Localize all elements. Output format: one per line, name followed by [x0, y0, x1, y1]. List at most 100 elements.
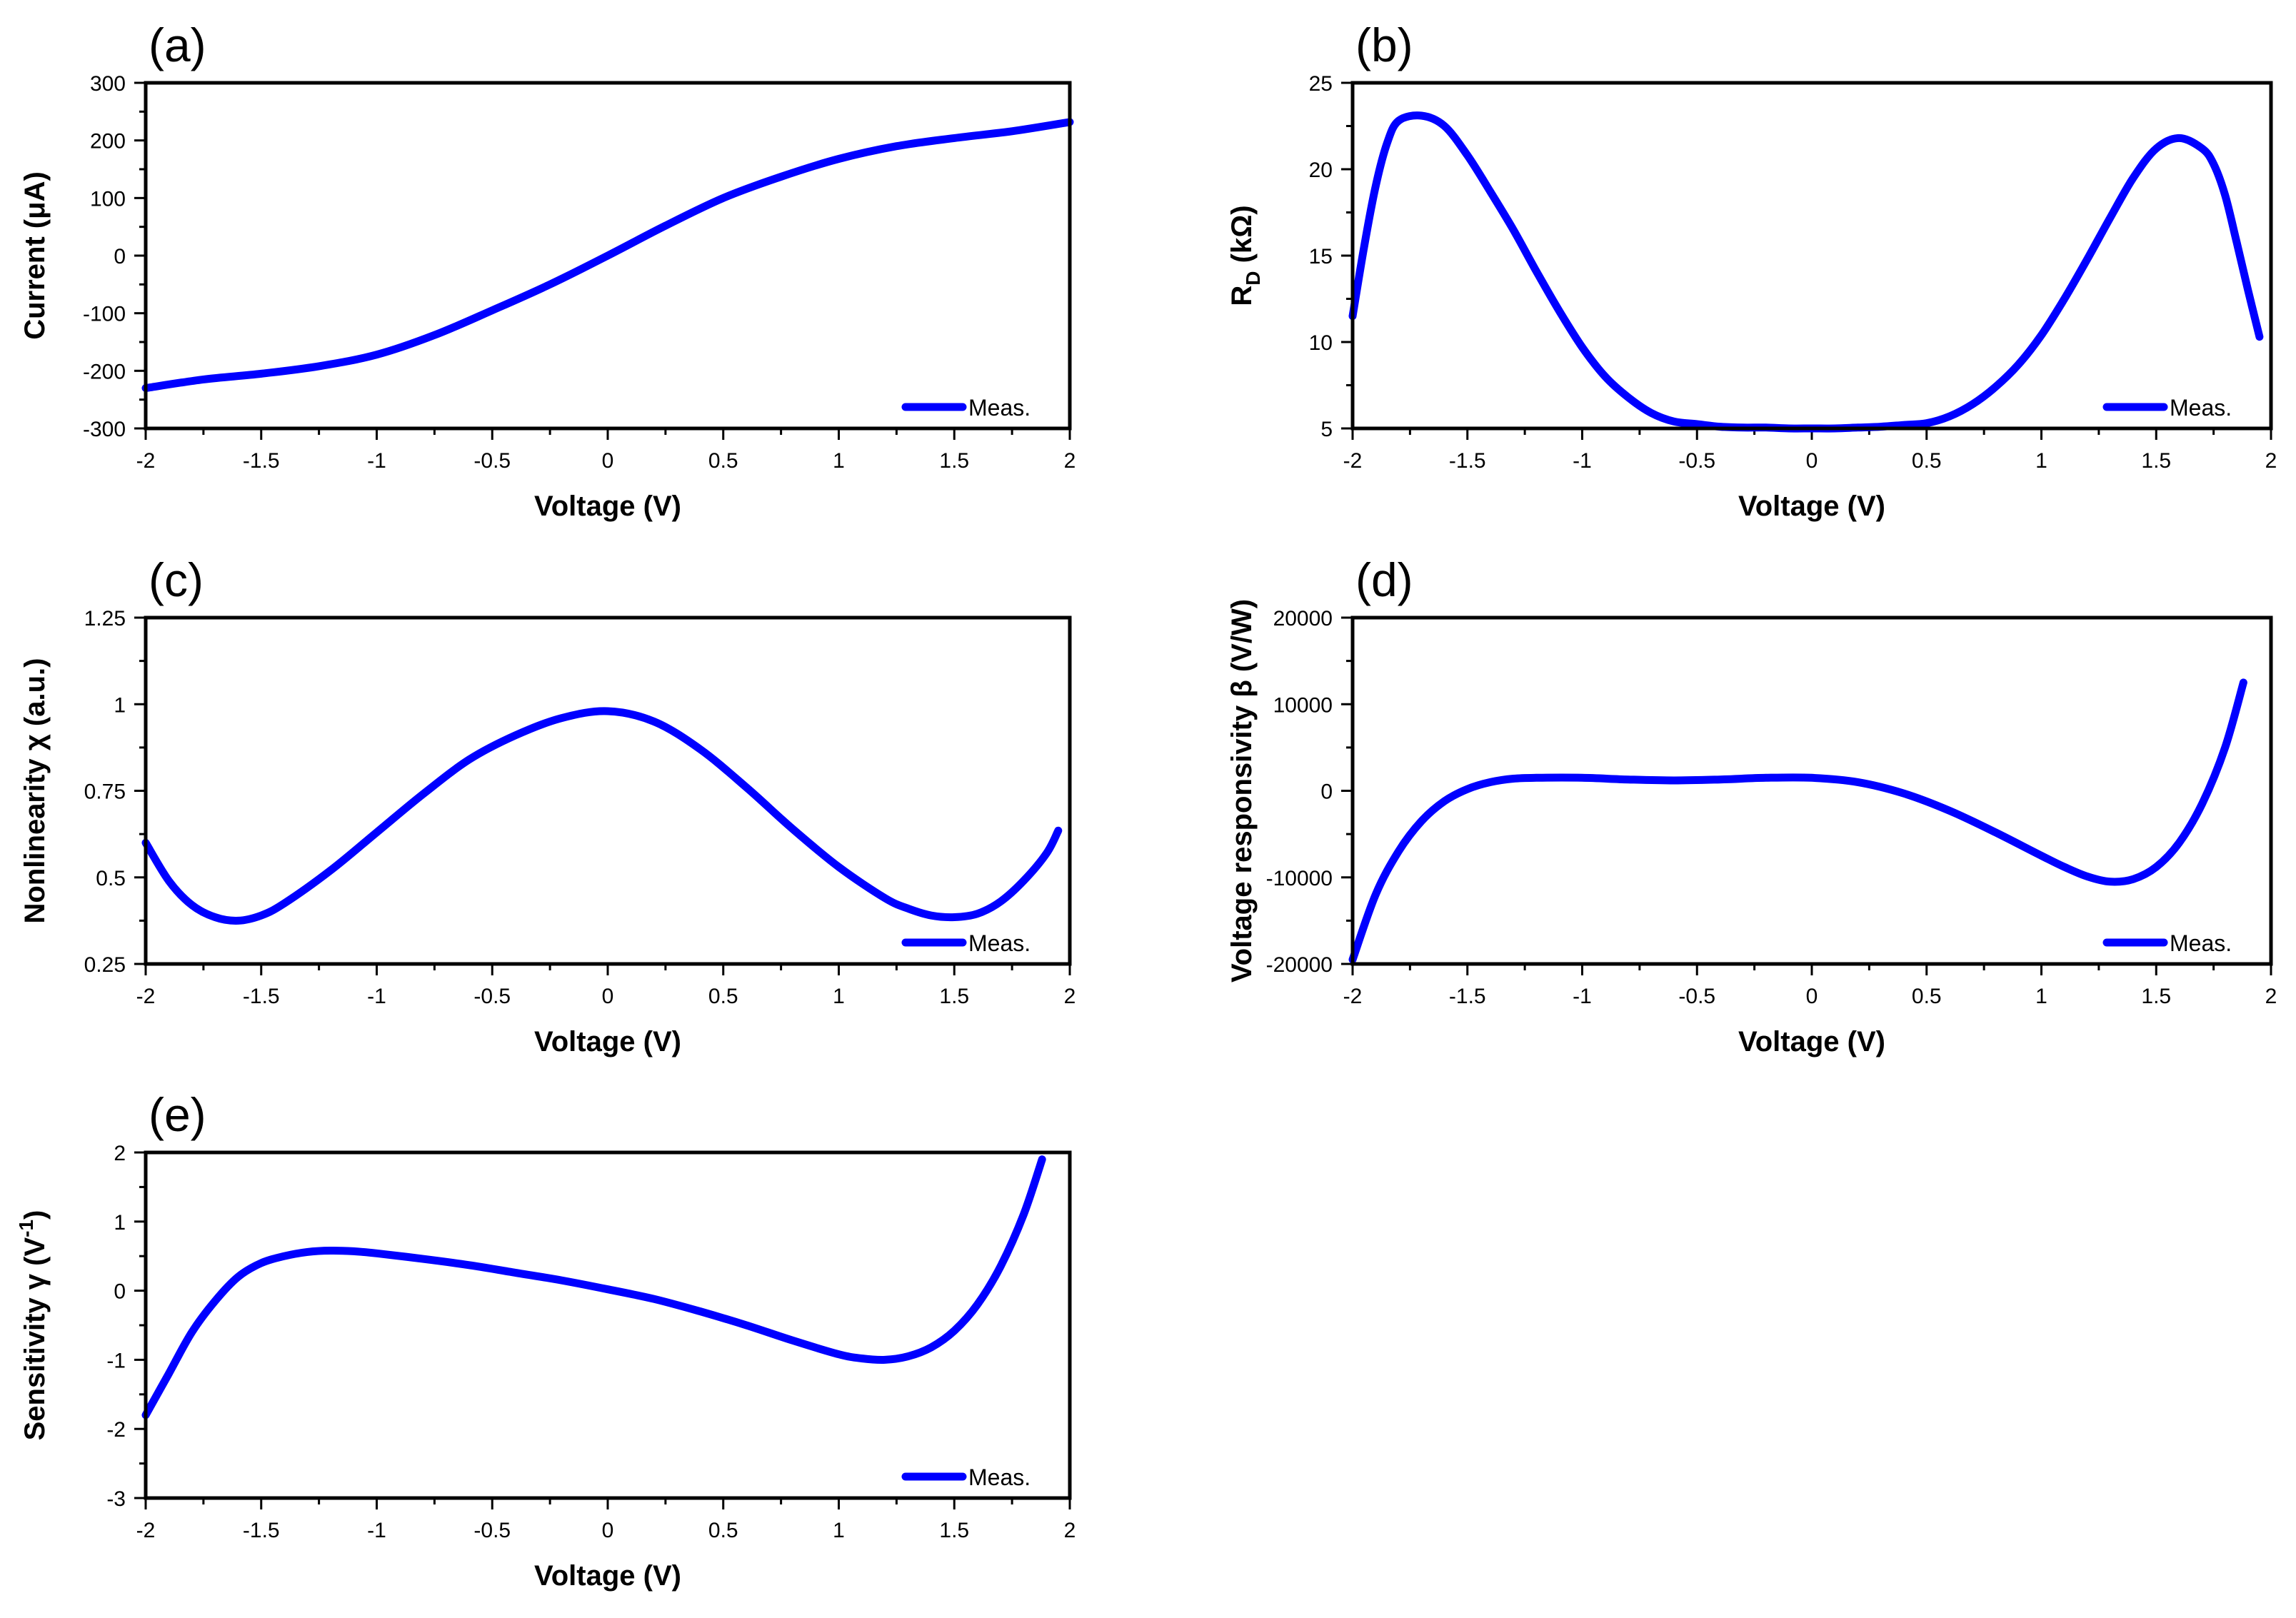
panel-b: (b)-2 -1.5 -1 -0.5 0 0.5 1 1.5 2510152025Voltage…: [1226, 19, 2277, 522]
x-axis-title: Voltage (V): [534, 1026, 681, 1057]
x-tick-label: 0.5: [708, 985, 738, 1008]
x-tick-label: 0: [1806, 449, 1818, 473]
y-axis-title-main: R: [1226, 286, 1258, 306]
x-tick-label: 0.5: [708, 449, 738, 473]
x-tick-label: -1: [367, 985, 386, 1008]
series-line-meas: [1348, 678, 2247, 964]
x-tick-label: 1: [833, 985, 845, 1008]
x-tick-label: -2: [136, 985, 156, 1008]
y-axis-title: Current (μA): [19, 171, 51, 340]
x-tick-label: 1: [2035, 449, 2047, 473]
panel-label: (b): [1355, 19, 1413, 71]
x-tick-label: 1.5: [939, 1519, 969, 1542]
panel-label: (c): [149, 553, 204, 606]
series-line-meas: [1348, 111, 2264, 433]
y-tick-label: 20000: [1273, 607, 1333, 630]
y-tick-label: 0: [114, 245, 126, 268]
x-tick-label: 0: [602, 449, 614, 473]
x-tick-label: 0.5: [1912, 985, 1942, 1008]
x-tick-label: -1: [367, 449, 386, 473]
y-tick-label: 0: [114, 1280, 126, 1304]
panel-a: (a) -2 -1.5 -1 -0.5 0 0.5 1 1.5 2 -300 -200 -100 0 100…: [19, 19, 1076, 522]
y-tick-label: -200: [83, 360, 126, 383]
series-line-meas: [141, 1155, 1046, 1419]
y-axis-title: Nonlinearity χ (a.u.): [19, 658, 51, 924]
panel-e: (e) -2 -1.5 -1 -0.5 0 0.5 1 1.5 2 -3 -2 -1 0 1 2 Voltage…: [15, 1088, 1076, 1592]
y-tick-label: 10000: [1273, 693, 1333, 717]
y-tick-label: 15: [1309, 245, 1333, 268]
x-tick-label: -1.5: [243, 985, 280, 1008]
x-tick-label: 1: [833, 449, 845, 473]
x-tick-label: -0.5: [1678, 985, 1715, 1008]
x-axis-title: Voltage (V): [1738, 1026, 1885, 1057]
y-tick-label: 2: [114, 1142, 126, 1165]
legend-label: Meas.: [968, 1464, 1031, 1490]
legend-label: Meas.: [968, 395, 1031, 421]
y-tick-label: 5: [1320, 418, 1333, 441]
x-axis-title: Voltage (V): [534, 491, 681, 522]
y-tick-label: 0: [1320, 780, 1333, 804]
y-tick-label: 0.25: [84, 953, 126, 977]
plot-frame: [1350, 615, 2273, 966]
x-tick-label: 2: [2265, 985, 2277, 1008]
x-tick-label: 0: [602, 1519, 614, 1542]
y-axis-title: Voltage responsivity β (V/W): [1226, 599, 1258, 983]
panel-label: (e): [149, 1088, 206, 1141]
y-axis-title-superscript: -1: [15, 1220, 37, 1237]
x-tick-label: 1.5: [939, 449, 969, 473]
y-tick-label: 1.25: [84, 607, 126, 630]
legend-label: Meas.: [2170, 395, 2232, 421]
y-tick-label: 1: [114, 693, 126, 717]
panel-c: (c) -2 -1.5 -1 -0.5 0 0.5 1 1.5 2 0.25 0.5 0.75 1 1.25…: [19, 553, 1076, 1057]
x-tick-label: 2: [1064, 985, 1076, 1008]
x-tick-label: -2: [1343, 985, 1363, 1008]
legend-label: Meas.: [2170, 930, 2232, 956]
x-tick-label: 0.5: [708, 1519, 738, 1542]
x-tick-label: 0: [602, 985, 614, 1008]
y-tick-label: 20: [1309, 159, 1333, 182]
x-tick-label: -1.5: [1449, 449, 1486, 473]
x-axis-title: Voltage (V): [534, 1560, 681, 1592]
x-tick-label: -0.5: [473, 985, 511, 1008]
y-tick-label: -2: [106, 1418, 126, 1442]
y-tick-label: 0.5: [96, 867, 126, 890]
y-tick-label: -1: [106, 1349, 126, 1372]
x-tick-label: -0.5: [473, 1519, 511, 1542]
series-line-meas: [141, 118, 1074, 392]
x-tick-label: 0.5: [1912, 449, 1942, 473]
x-tick-label: -0.5: [473, 449, 511, 473]
y-axis-title: Sensitivity γ (V-1): [15, 1210, 51, 1441]
y-tick-label: 100: [90, 187, 126, 211]
plot-frame: [144, 615, 1072, 966]
plot-frame: [1350, 81, 2273, 431]
y-tick-label: 10: [1309, 331, 1333, 355]
x-tick-label: -1: [1573, 985, 1592, 1008]
x-tick-label: -0.5: [1678, 449, 1715, 473]
x-tick-label: 1.5: [939, 985, 969, 1008]
plot-frame: [144, 81, 1072, 431]
y-tick-label: -100: [83, 303, 126, 326]
x-tick-label: 1.5: [2141, 985, 2171, 1008]
x-tick-label: -1.5: [243, 1519, 280, 1542]
y-tick-label: 200: [90, 130, 126, 154]
x-tick-label: -1: [367, 1519, 386, 1542]
y-tick-label: 300: [90, 72, 126, 96]
y-tick-label: -20000: [1266, 953, 1333, 977]
x-tick-label: 2: [2265, 449, 2277, 473]
y-tick-label: -3: [106, 1487, 126, 1511]
y-tick-label: 1: [114, 1211, 126, 1235]
panel-label: (d): [1355, 553, 1413, 606]
x-tick-label: 1: [2035, 985, 2047, 1008]
y-tick-label: -10000: [1266, 867, 1333, 890]
panel-d: (d) -2 -1.5 -1 -0.5 0 0.5 1 1.5 2 -20000 -10000 0 100…: [1226, 553, 2277, 1057]
legend-label: Meas.: [968, 930, 1031, 956]
y-axis-title-rest: (kΩ): [1226, 205, 1258, 271]
x-tick-label: 1: [833, 1519, 845, 1542]
panel-label: (a): [149, 19, 206, 71]
x-tick-label: -2: [136, 449, 156, 473]
x-tick-label: -2: [136, 1519, 156, 1542]
x-axis-title: Voltage (V): [1738, 491, 1885, 522]
x-tick-label: 2: [1064, 449, 1076, 473]
x-tick-label: 1.5: [2141, 449, 2171, 473]
